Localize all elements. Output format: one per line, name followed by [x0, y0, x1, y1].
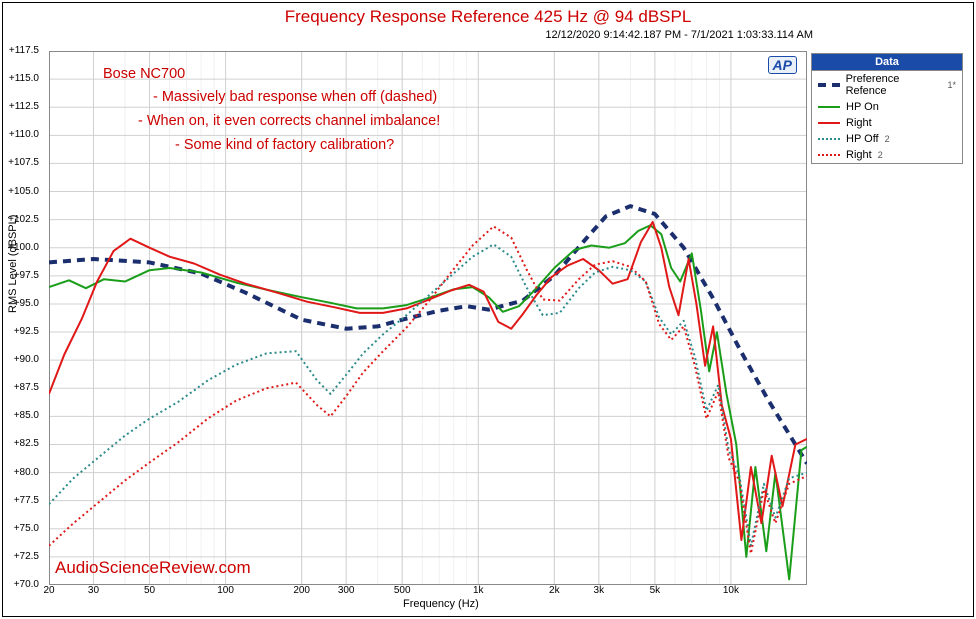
x-tick-label: 5k — [650, 585, 661, 596]
x-axis-label: Frequency (Hz) — [403, 598, 479, 610]
y-tick-label: +92.5 — [0, 326, 39, 337]
y-tick-label: +72.5 — [0, 551, 39, 562]
legend-label: HP Off — [846, 133, 879, 145]
y-tick-label: +95.0 — [0, 298, 39, 309]
x-tick-label: 2k — [549, 585, 560, 596]
annotation-line-1: - Massively bad response when off (dashe… — [153, 89, 437, 105]
x-tick-label: 20 — [43, 585, 54, 596]
legend-title: Data — [812, 54, 962, 71]
legend-label: HP On — [846, 101, 879, 113]
y-tick-label: +87.5 — [0, 382, 39, 393]
plot-svg — [49, 51, 807, 585]
legend-item: Right 2 — [812, 147, 962, 163]
y-tick-label: +85.0 — [0, 410, 39, 421]
y-tick-label: +105.0 — [0, 186, 39, 197]
x-tick-label: 10k — [723, 585, 739, 596]
legend-suffix: 1* — [947, 80, 956, 90]
watermark: AudioScienceReview.com — [55, 558, 251, 578]
legend-label: Right — [846, 117, 872, 129]
legend-label: Preference Refence — [846, 73, 942, 97]
y-tick-label: +117.5 — [0, 45, 39, 56]
legend-swatch — [818, 106, 840, 108]
legend-suffix: 2 — [878, 150, 883, 160]
y-tick-label: +107.5 — [0, 157, 39, 168]
y-tick-label: +80.0 — [0, 467, 39, 478]
y-tick-label: +112.5 — [0, 101, 39, 112]
legend-label: Right — [846, 149, 872, 161]
plot-area — [49, 51, 807, 585]
y-tick-label: +90.0 — [0, 354, 39, 365]
y-tick-label: +77.5 — [0, 495, 39, 506]
x-tick-label: 50 — [144, 585, 155, 596]
x-tick-label: 200 — [293, 585, 310, 596]
legend-item: HP On — [812, 99, 962, 115]
legend-swatch — [818, 122, 840, 124]
x-tick-label: 30 — [88, 585, 99, 596]
x-tick-label: 100 — [217, 585, 234, 596]
legend-item: HP Off 2 — [812, 131, 962, 147]
x-tick-label: 500 — [394, 585, 411, 596]
chart-title: Frequency Response Reference 425 Hz @ 94… — [3, 3, 973, 27]
x-tick-label: 300 — [338, 585, 355, 596]
y-tick-label: +82.5 — [0, 438, 39, 449]
y-tick-label: +115.0 — [0, 73, 39, 84]
annotation-line-2: - When on, it even corrects channel imba… — [138, 113, 440, 129]
legend-swatch — [818, 154, 840, 156]
legend-suffix: 2 — [885, 134, 890, 144]
legend-swatch — [818, 83, 840, 87]
y-tick-label: +97.5 — [0, 270, 39, 281]
y-tick-label: +100.0 — [0, 242, 39, 253]
y-tick-label: +75.0 — [0, 523, 39, 534]
legend-item: Preference Refence 1* — [812, 71, 962, 99]
legend-item: Right — [812, 115, 962, 131]
y-tick-label: +110.0 — [0, 129, 39, 140]
annotation-title: Bose NC700 — [103, 66, 185, 82]
legend-swatch — [818, 138, 840, 140]
y-tick-label: +102.5 — [0, 214, 39, 225]
y-tick-label: +70.0 — [0, 579, 39, 590]
x-tick-label: 3k — [594, 585, 605, 596]
chart-datestamp: 12/12/2020 9:14:42.187 PM - 7/1/2021 1:0… — [3, 29, 973, 41]
legend: Data Preference Refence 1* HP On Right HP O… — [811, 53, 963, 164]
annotation-line-3: - Some kind of factory calibration? — [175, 137, 394, 153]
chart-frame: Frequency Response Reference 425 Hz @ 94… — [2, 2, 974, 617]
x-tick-label: 1k — [473, 585, 484, 596]
